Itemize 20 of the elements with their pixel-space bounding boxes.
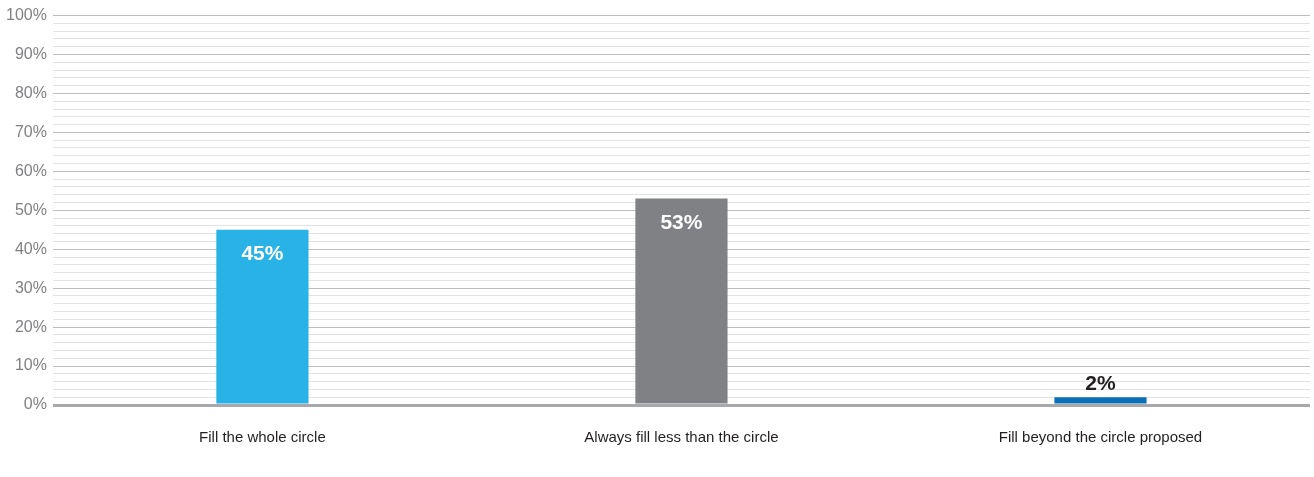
data-label: 53% xyxy=(660,209,703,233)
y-tick-label: 80% xyxy=(14,83,47,101)
y-tick-label: 50% xyxy=(14,200,47,218)
x-tick-label: Fill the whole circle xyxy=(199,428,326,446)
y-tick-label: 70% xyxy=(14,122,47,140)
x-tick-label: Fill beyond the circle proposed xyxy=(998,428,1203,446)
y-tick-label: 90% xyxy=(14,44,47,62)
y-tick-label: 60% xyxy=(14,161,47,179)
data-label: 2% xyxy=(1085,370,1116,394)
y-tick-label: 10% xyxy=(14,356,47,374)
y-tick-label: 20% xyxy=(14,317,47,335)
data-label: 45% xyxy=(241,241,284,265)
y-tick-label: 100% xyxy=(6,6,47,24)
y-tick-label: 40% xyxy=(14,239,47,257)
x-tick-label: Always fill less than the circle xyxy=(584,428,779,446)
bar xyxy=(635,198,728,404)
y-tick-label: 30% xyxy=(14,278,47,296)
y-tick-label: 0% xyxy=(23,395,47,413)
bar xyxy=(216,229,309,404)
bar xyxy=(1054,397,1147,404)
